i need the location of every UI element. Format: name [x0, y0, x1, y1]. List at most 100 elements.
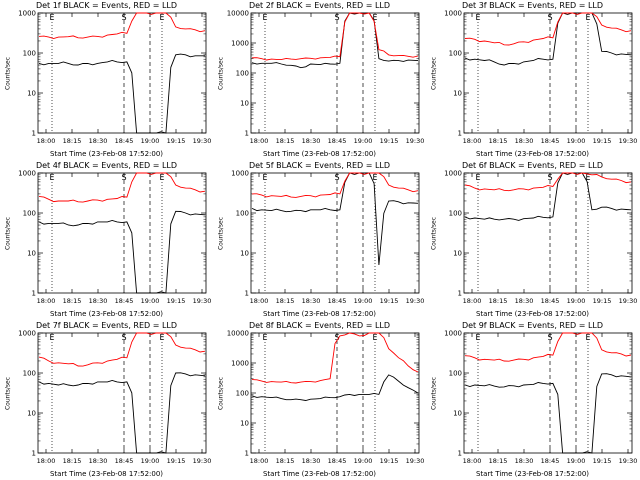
y-tick-label: 100 [236, 70, 249, 78]
x-tick-label: 18:45 [328, 297, 347, 305]
x-tick-label: 18:15 [489, 297, 508, 305]
y-tick-label: 1000 [444, 170, 462, 178]
x-tick-label: 19:15 [167, 457, 186, 465]
lld-series-line [464, 172, 632, 192]
y-tick-label: 10 [240, 100, 249, 108]
x-tick-label: 19:15 [593, 457, 612, 465]
x-axis-label: Start Time (23-Feb-08 17:52:00) [49, 310, 164, 318]
plot-svg: 1 10 100 1000 10000 18:00 18:15 18:30 18:45 19:00… [227, 10, 425, 146]
lld-series-line [251, 172, 419, 198]
time-marker-label: S [121, 173, 126, 182]
x-tick-label: 18:15 [63, 137, 82, 145]
time-marker-label: E [49, 13, 54, 22]
x-tick-label: 18:30 [515, 137, 534, 145]
y-tick-label: 10 [27, 410, 36, 418]
lld-series-line [464, 12, 632, 46]
x-tick-label: 19:30 [193, 137, 212, 145]
y-tick-label: 10 [453, 90, 462, 98]
y-tick-label: 1 [32, 130, 36, 138]
y-tick-label: 10 [27, 90, 36, 98]
time-marker-label: E [585, 13, 590, 22]
x-tick-label: 19:15 [167, 297, 186, 305]
detector-panel-7: Det 7f BLACK = Events, RED = LLD Counts/s… [0, 320, 213, 480]
time-marker-label: E [475, 333, 480, 342]
x-tick-label: 18:30 [89, 137, 108, 145]
time-marker-label: S [547, 13, 552, 22]
x-tick-label: 18:45 [328, 457, 347, 465]
y-tick-label: 10 [453, 410, 462, 418]
y-tick-label: 1 [458, 450, 462, 458]
panel-title: Det 1f BLACK = Events, RED = LLD [35, 1, 178, 10]
events-series-line [251, 374, 419, 401]
x-tick-label: 19:30 [406, 457, 425, 465]
x-tick-label: 18:45 [541, 297, 560, 305]
panel-title: Det 6f BLACK = Events, RED = LLD [461, 161, 604, 170]
x-tick-label: 19:30 [619, 137, 638, 145]
x-tick-label: 18:00 [37, 137, 56, 145]
x-tick-label: 19:30 [619, 297, 638, 305]
panel-title: Det 5f BLACK = Events, RED = LLD [248, 161, 391, 170]
plot-svg: 1 10 100 1000 18:00 18:15 18:30 18:45 19:00 19:15… [18, 330, 211, 466]
detector-panel-8: Det 8f BLACK = Events, RED = LLD Counts/s… [213, 320, 426, 480]
plot-frame [250, 332, 420, 454]
y-tick-label: 1000 [18, 10, 36, 18]
x-tick-label: 18:30 [302, 297, 321, 305]
x-tick-label: 18:00 [463, 137, 482, 145]
y-tick-label: 1000 [231, 40, 249, 48]
events-series-line [464, 172, 632, 221]
panel-title: Det 2f BLACK = Events, RED = LLD [248, 1, 391, 10]
y-tick-label: 100 [236, 210, 249, 218]
detector-panel-1: Det 1f BLACK = Events, RED = LLD Counts/s… [0, 0, 213, 160]
plot-frame [463, 332, 633, 454]
y-tick-label: 1000 [231, 360, 249, 368]
x-tick-label: 18:00 [250, 137, 269, 145]
time-marker-label: E [372, 173, 377, 182]
x-tick-label: 18:15 [63, 457, 82, 465]
y-tick-label: 100 [449, 50, 462, 58]
x-axis-label: Start Time (23-Feb-08 17:52:00) [475, 310, 590, 318]
x-tick-label: 18:00 [250, 457, 269, 465]
y-tick-label: 10000 [227, 10, 249, 18]
x-axis-label: Start Time (23-Feb-08 17:52:00) [262, 470, 377, 478]
x-tick-label: 19:00 [567, 457, 586, 465]
x-tick-label: 18:00 [463, 457, 482, 465]
x-tick-label: 18:00 [250, 297, 269, 305]
x-tick-label: 18:45 [541, 457, 560, 465]
events-series-line [464, 12, 632, 66]
y-tick-label: 1 [245, 290, 249, 298]
x-axis-label: Start Time (23-Feb-08 17:52:00) [262, 150, 377, 158]
y-tick-label: 1 [32, 450, 36, 458]
x-tick-label: 19:15 [380, 137, 399, 145]
y-tick-label: 1 [245, 450, 249, 458]
y-tick-label: 10 [27, 250, 36, 258]
time-marker-label: E [585, 173, 590, 182]
panel-title: Det 4f BLACK = Events, RED = LLD [35, 161, 178, 170]
events-series-line [251, 12, 419, 69]
x-tick-label: 18:00 [37, 457, 56, 465]
time-marker-label: S [334, 13, 339, 22]
y-tick-label: 100 [449, 210, 462, 218]
y-tick-label: 100 [23, 50, 36, 58]
events-series-line [38, 210, 206, 294]
detector-panel-2: Det 2f BLACK = Events, RED = LLD Counts/s… [213, 0, 426, 160]
x-tick-label: 18:15 [276, 137, 295, 145]
plot-svg: 1 10 100 1000 18:00 18:15 18:30 18:45 19:00 19:15… [18, 170, 211, 306]
plot-svg: 1 10 100 1000 18:00 18:15 18:30 18:45 19:00 19:15… [444, 170, 638, 306]
x-tick-label: 18:15 [489, 137, 508, 145]
y-tick-label: 1000 [18, 330, 36, 338]
y-tick-label: 1 [458, 130, 462, 138]
time-marker-label: E [262, 333, 267, 342]
events-series-line [38, 372, 206, 454]
lld-series-line [251, 332, 419, 384]
x-tick-label: 18:30 [515, 457, 534, 465]
time-marker-label: E [372, 333, 377, 342]
x-tick-label: 18:30 [515, 297, 534, 305]
x-tick-label: 19:15 [593, 297, 612, 305]
plot-frame [37, 12, 207, 134]
x-tick-label: 18:30 [89, 457, 108, 465]
time-marker-label: S [334, 173, 339, 182]
time-marker-label: E [49, 333, 54, 342]
plot-svg: 1 10 100 1000 18:00 18:15 18:30 18:45 19:00 19:15… [231, 170, 424, 306]
x-axis-label: Start Time (23-Feb-08 17:52:00) [475, 470, 590, 478]
